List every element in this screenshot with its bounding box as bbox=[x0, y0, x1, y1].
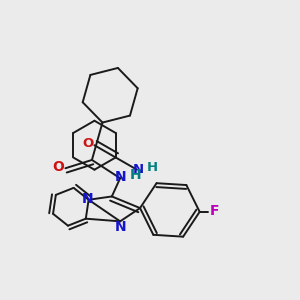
Text: H: H bbox=[130, 168, 142, 182]
Text: F: F bbox=[210, 205, 219, 218]
Text: H: H bbox=[147, 161, 158, 174]
Text: N: N bbox=[114, 220, 126, 234]
Text: N: N bbox=[133, 163, 144, 176]
Text: N: N bbox=[81, 192, 93, 206]
Text: O: O bbox=[52, 160, 64, 174]
Text: N: N bbox=[115, 170, 127, 184]
Text: O: O bbox=[82, 137, 93, 150]
